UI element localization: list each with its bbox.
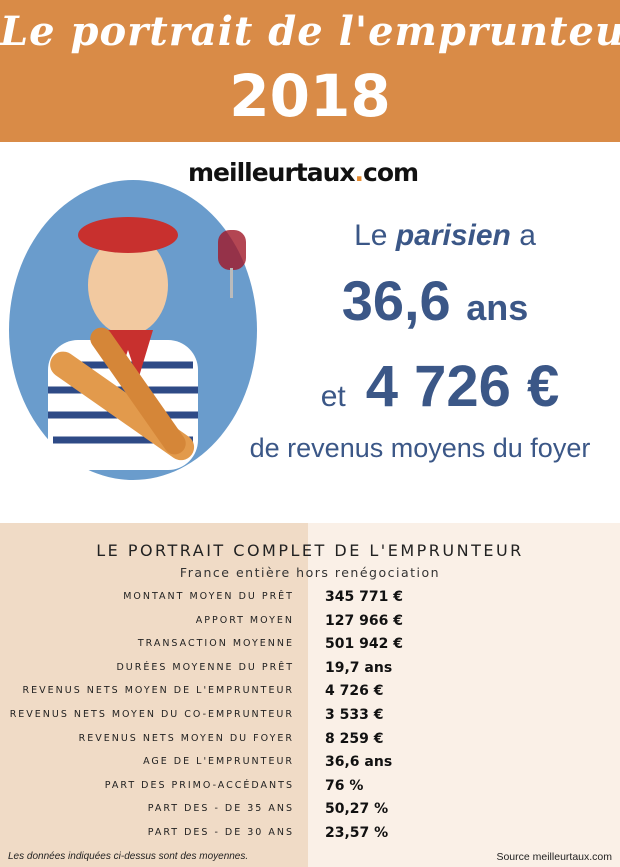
hero-income-caption: de revenus moyens du foyer	[249, 433, 591, 463]
year-title: 2018	[229, 62, 391, 130]
table-subtitle: France entière hors renégociation	[179, 565, 441, 580]
row-value: 76 %	[325, 777, 364, 794]
row-value: 36,6 ans	[325, 754, 393, 771]
table-row: REVENUS NETS MOYEN DU CO-EMPRUNTEUR 3 533…	[0, 704, 620, 728]
stats-table: MONTANT MOYEN DU PRÊT 345 771 € APPORT MOY…	[0, 586, 620, 846]
parisian-illustration	[9, 180, 257, 480]
footnote: Les données indiquées ci-dessus sont des…	[8, 851, 249, 862]
row-value: 8 259 €	[325, 730, 384, 747]
page-title: Le portrait de l'emprunteur	[0, 8, 620, 55]
hero-age: 36,6 ans	[341, 269, 529, 332]
table-title: LE PORTRAIT COMPLET DE L'EMPRUNTEUR	[96, 541, 524, 560]
row-label: PART DES - DE 30 ANS	[147, 826, 294, 838]
table-row: REVENUS NETS MOYEN DE L'EMPRUNTEUR 4 726 …	[0, 680, 620, 704]
row-value: 50,27 %	[325, 801, 389, 818]
table-row: APPORT MOYEN 127 966 €	[0, 610, 620, 634]
row-value: 23,57 %	[325, 824, 389, 841]
brand-logo: meilleurtaux.com	[188, 158, 419, 187]
row-label: PART DES PRIMO-ACCÉDANTS	[104, 779, 294, 791]
table-panel-left	[0, 523, 308, 867]
row-label: DURÉES MOYENNE DU PRÊT	[116, 661, 294, 673]
row-label: APPORT MOYEN	[195, 614, 294, 626]
row-value: 501 942 €	[325, 636, 403, 653]
row-value: 345 771 €	[325, 589, 403, 605]
table-row: PART DES - DE 30 ANS 23,57 %	[0, 822, 620, 846]
row-label: AGE DE L'EMPRUNTEUR	[143, 756, 294, 768]
table-row: MONTANT MOYEN DU PRÊT 345 771 €	[0, 586, 620, 610]
table-row: PART DES - DE 35 ANS 50,27 %	[0, 798, 620, 822]
row-value: 19,7 ans	[325, 659, 393, 676]
table-row: TRANSACTION MOYENNE 501 942 €	[0, 633, 620, 657]
hero-income: et 4 726 €	[320, 354, 560, 419]
row-value: 127 966 €	[325, 612, 403, 629]
row-label: REVENUS NETS MOYEN DU FOYER	[78, 732, 294, 744]
row-label: REVENUS NETS MOYEN DE L'EMPRUNTEUR	[22, 685, 294, 697]
row-label: TRANSACTION MOYENNE	[137, 638, 294, 650]
row-label: REVENUS NETS MOYEN DU CO-EMPRUNTEUR	[9, 708, 294, 720]
source-credit: Source meilleurtaux.com	[496, 851, 612, 863]
row-value: 4 726 €	[325, 683, 384, 700]
table-row: REVENUS NETS MOYEN DU FOYER 8 259 €	[0, 728, 620, 752]
table-row: PART DES PRIMO-ACCÉDANTS 76 %	[0, 775, 620, 799]
table-row: DURÉES MOYENNE DU PRÊT 19,7 ans	[0, 657, 620, 681]
table-row: AGE DE L'EMPRUNTEUR 36,6 ans	[0, 751, 620, 775]
hero-line-1: Le parisien a	[354, 219, 536, 252]
header-banner: Le portrait de l'emprunteur 2018	[0, 0, 620, 142]
row-value: 3 533 €	[325, 706, 384, 723]
row-label: PART DES - DE 35 ANS	[147, 803, 294, 815]
row-label: MONTANT MOYEN DU PRÊT	[123, 591, 294, 602]
table-panel-right	[308, 523, 620, 867]
